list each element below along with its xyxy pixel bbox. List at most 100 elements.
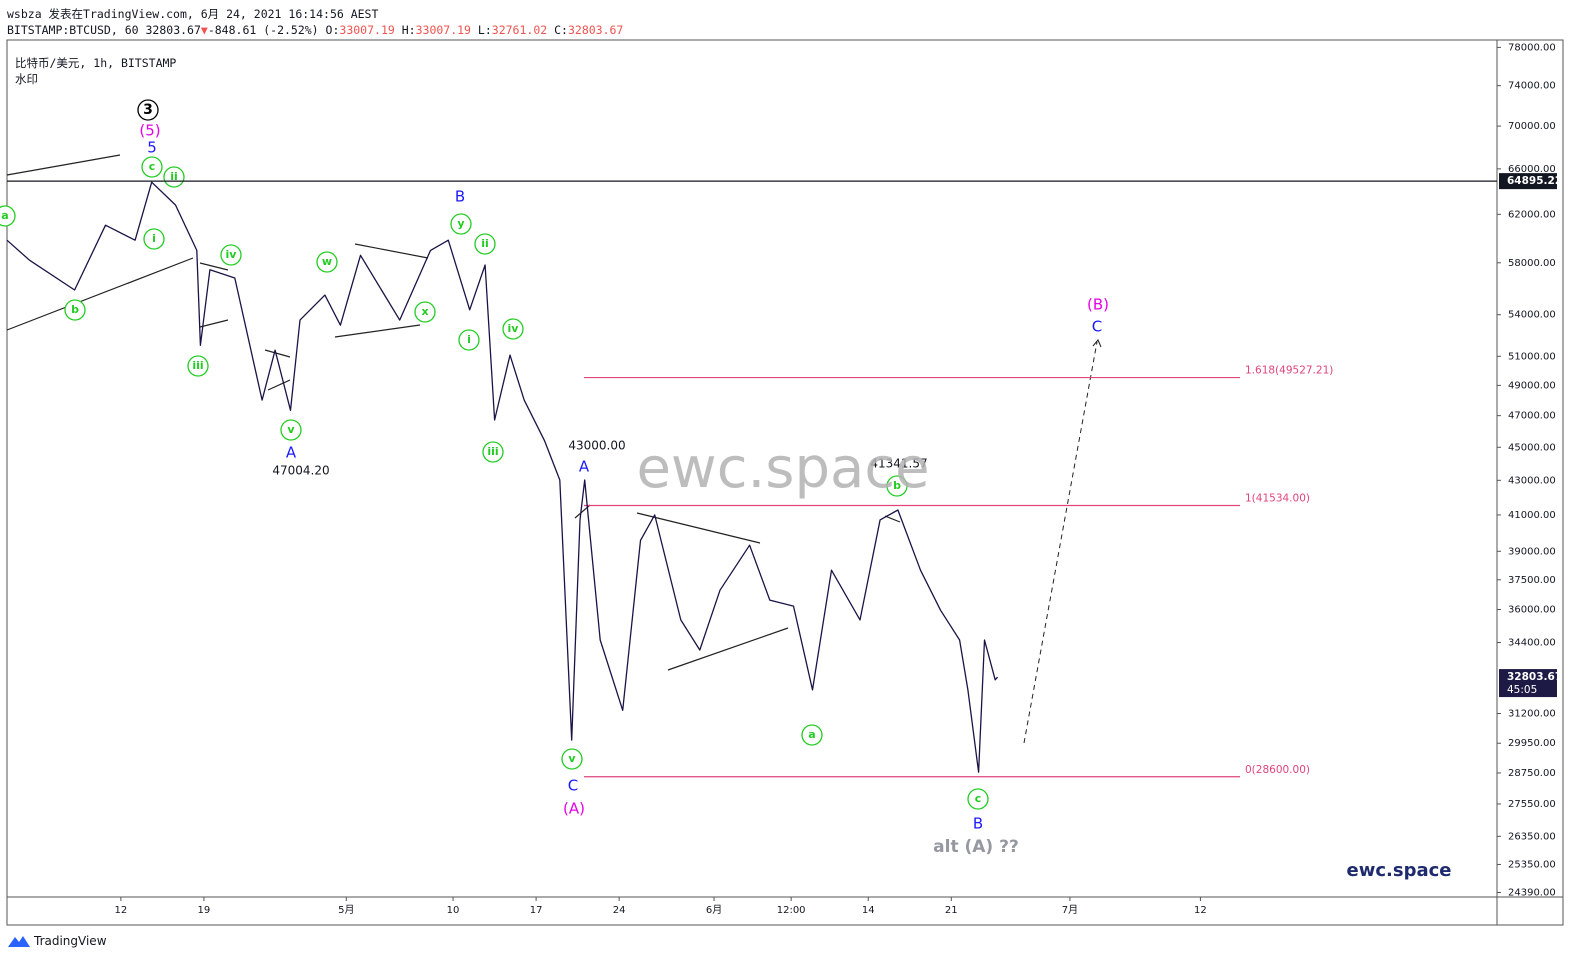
wave-circle: [316, 251, 338, 273]
y-tick-label: 47000.00: [1508, 411, 1556, 422]
annotation: c: [149, 160, 156, 173]
wave-circle: [967, 788, 989, 810]
wave-circle: [482, 441, 504, 463]
y-tick-label: 58000.00: [1508, 258, 1556, 269]
y-tick-label: 26350.00: [1508, 831, 1556, 842]
annotation: ewc.space: [1347, 860, 1452, 881]
y-tick-label: 39000.00: [1508, 546, 1556, 557]
x-tick-label: 5月: [338, 904, 354, 916]
y-tick-label: 27550.00: [1508, 799, 1556, 810]
countdown: 45:05: [1507, 684, 1537, 696]
price: 32803.67: [145, 23, 201, 37]
annotation: B: [455, 188, 465, 206]
y-tick-label: 28750.00: [1508, 768, 1556, 779]
c-key: C:: [554, 23, 568, 37]
y-tick-label: 45000.00: [1508, 442, 1556, 453]
h-key: H:: [401, 23, 416, 37]
annotation: 3: [143, 102, 153, 118]
y-tick-label: 62000.00: [1508, 209, 1556, 220]
y-tick-label: 24390.00: [1508, 888, 1556, 899]
price-line: [6, 181, 999, 773]
x-tick-label: 24: [613, 905, 626, 916]
annotation: y: [457, 217, 464, 230]
wave-circle: [0, 205, 16, 227]
annotation: 5: [147, 139, 157, 157]
legend-watermark: 水印: [15, 72, 38, 86]
y-tick-label: 36000.00: [1508, 604, 1556, 615]
wave-circle: [450, 213, 472, 235]
annotation: A: [579, 458, 590, 476]
price-label-box: [1499, 669, 1557, 698]
x-tick-label: 12: [1194, 905, 1207, 916]
ohlc-line: BITSTAMP:BTCUSD, 60 32803.67▼-848.61 (-2…: [7, 23, 623, 37]
price-label-box: [1499, 173, 1557, 190]
y-tick-label: 34400.00: [1508, 638, 1556, 649]
o-key: O:: [325, 23, 340, 37]
annotation: x: [421, 305, 428, 318]
annotation: (A): [563, 800, 585, 818]
annotation: iv: [226, 248, 238, 261]
price-label: 64895.22: [1507, 175, 1562, 187]
trendlines: [6, 154, 901, 671]
annotation: b: [893, 479, 901, 492]
wave-circle: [143, 228, 165, 250]
publish-text: wsbza 发表在TradingView.com, 6月 24, 2021 16…: [7, 7, 379, 21]
symbol: BITSTAMP:BTCUSD, 60: [7, 23, 139, 37]
annotation: A: [286, 444, 297, 462]
y-tick-label: 43000.00: [1508, 475, 1556, 486]
l-val: 32761.02: [491, 23, 548, 37]
o-val: 33007.19: [339, 23, 395, 37]
y-tick-label: 51000.00: [1508, 351, 1556, 362]
wave-circle: [414, 301, 436, 323]
annotation: c: [975, 792, 982, 805]
annotation: (B): [1087, 296, 1109, 314]
arrow-head: [1092, 339, 1102, 348]
fib-label: 0(28600.00): [1245, 764, 1310, 776]
annotation: alt (A) ??: [933, 837, 1019, 857]
annotation: ii: [481, 237, 489, 250]
x-tick-label: 17: [530, 905, 543, 916]
tv-logo: [8, 936, 30, 947]
wave-circle: [64, 299, 86, 321]
y-tick-label: 74000.00: [1508, 81, 1556, 92]
annotation: (5): [139, 122, 160, 140]
wave-circle: [474, 233, 496, 255]
annotation: 41341.57: [870, 457, 927, 471]
annotation: w: [322, 255, 332, 268]
wave-circle: [886, 475, 908, 497]
y-tick-label: 78000.00: [1508, 42, 1556, 53]
y-tick-label: 25350.00: [1508, 859, 1556, 870]
y-tick-label: 49000.00: [1508, 380, 1556, 391]
y-tick-label: 66000.00: [1508, 164, 1556, 175]
annotation: C: [1092, 318, 1102, 336]
y-tick-label: 70000.00: [1508, 121, 1556, 132]
annotation: i: [467, 333, 471, 346]
annotation: C: [568, 777, 578, 795]
annotation: 43000.00: [568, 439, 625, 453]
wave-circle: [163, 166, 185, 188]
annotation: v: [568, 752, 576, 765]
annotation: ii: [170, 170, 178, 183]
wave-circle: [458, 329, 480, 351]
y-tick-label: 31200.00: [1508, 709, 1556, 720]
annotation: B: [973, 815, 983, 833]
x-tick-label: 21: [945, 905, 958, 916]
fib-label: 1(41534.00): [1245, 493, 1310, 505]
c-val: 32803.67: [567, 23, 624, 37]
wave-circle: [137, 99, 159, 121]
annotation: iii: [487, 445, 498, 458]
x-tick-label: 7月: [1062, 904, 1078, 916]
y-tick-label: 54000.00: [1508, 310, 1556, 321]
wave-circle: [561, 748, 583, 770]
x-tick-label: 10: [447, 905, 460, 916]
annotation: a: [808, 728, 815, 741]
x-tick-label: 19: [198, 905, 211, 916]
wave-circle: [280, 419, 302, 441]
y-tick-label: 37500.00: [1508, 575, 1556, 586]
fib-label: 1.618(49527.21): [1245, 365, 1333, 377]
annotation: iii: [192, 359, 203, 372]
annotation: a: [1, 209, 8, 222]
